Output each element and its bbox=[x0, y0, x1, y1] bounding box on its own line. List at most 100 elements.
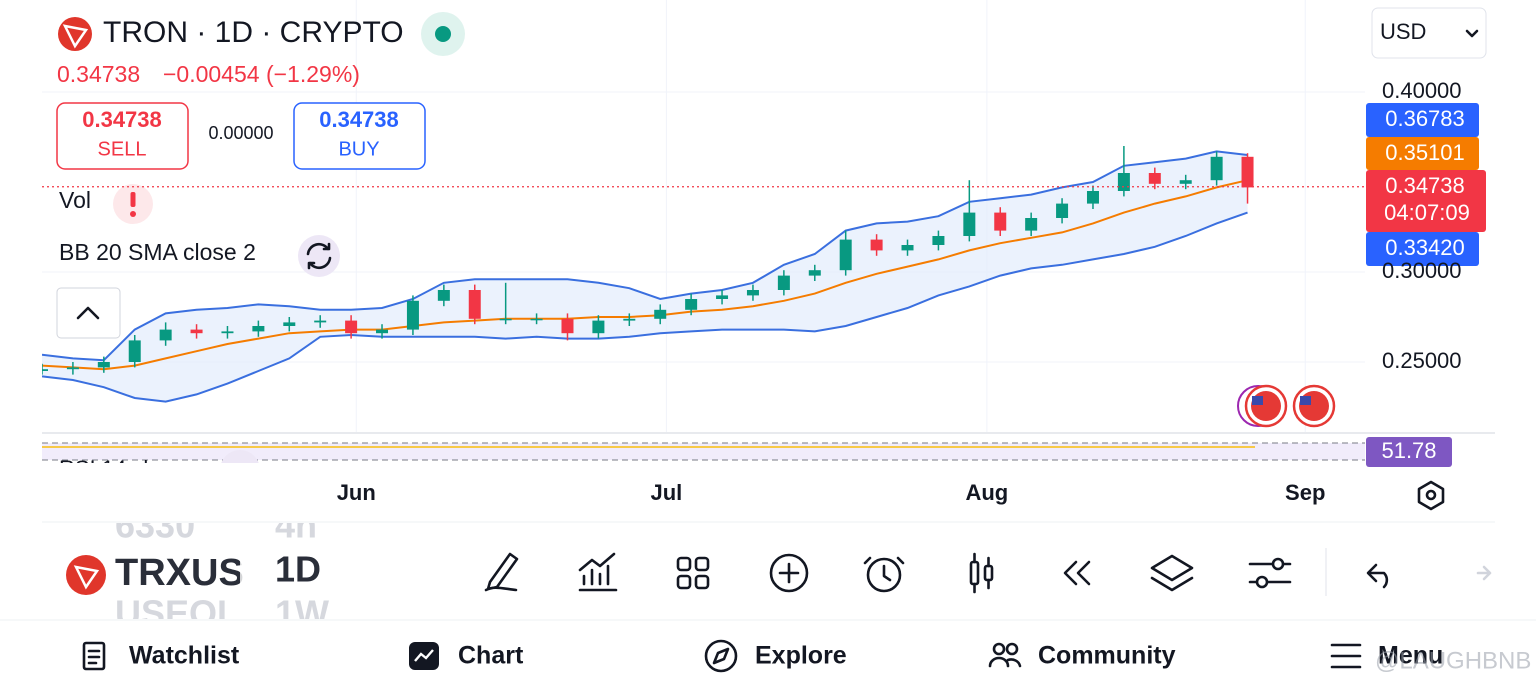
settings-tool[interactable] bbox=[1248, 557, 1292, 589]
candle-body bbox=[190, 329, 203, 334]
warning-dot bbox=[130, 211, 136, 217]
sell-price: 0.34738 bbox=[82, 107, 162, 132]
settings[interactable] bbox=[1417, 480, 1445, 511]
basis-value: 0.35101 bbox=[1385, 140, 1465, 165]
sync-arrows bbox=[306, 242, 332, 270]
symbol-picker[interactable]: 6330 4h TRXUS 1D USEOI 1W bbox=[66, 505, 329, 634]
candle-body bbox=[128, 340, 141, 362]
last-badge bbox=[1366, 170, 1486, 232]
rsi-icon bbox=[221, 450, 259, 463]
logo-mark bbox=[62, 24, 89, 49]
nav-menu[interactable]: Menu bbox=[1378, 642, 1443, 670]
buy-price: 0.34738 bbox=[319, 107, 399, 132]
watermark: @LAUGHBNB bbox=[1375, 647, 1531, 674]
candle-body bbox=[839, 239, 852, 271]
community-icon[interactable] bbox=[988, 642, 1022, 668]
plot bbox=[42, 146, 1254, 403]
candle-body bbox=[654, 309, 667, 319]
candle-body bbox=[716, 295, 729, 299]
next-symbol: USEOI bbox=[115, 593, 227, 634]
candle-body bbox=[159, 329, 172, 341]
rsi-value: 51.78 bbox=[1381, 438, 1436, 463]
alert-tool[interactable] bbox=[863, 556, 905, 593]
candle-body bbox=[994, 212, 1007, 231]
currency-select[interactable] bbox=[1371, 7, 1487, 59]
candle-body bbox=[685, 299, 698, 310]
interval: 1D bbox=[275, 549, 321, 590]
nav-explore[interactable]: Explore bbox=[755, 642, 847, 670]
currency: USD bbox=[1380, 19, 1426, 44]
symbol-logo bbox=[66, 555, 106, 595]
bb-line bbox=[42, 211, 1248, 403]
buy-button[interactable] bbox=[293, 102, 426, 170]
y-tick-label: 0.25000 bbox=[1382, 348, 1462, 373]
x-tick-label: Sep bbox=[1285, 480, 1325, 505]
fade bbox=[240, 540, 260, 610]
candle-body bbox=[932, 236, 945, 245]
prev-symbol: 6330 bbox=[115, 505, 195, 546]
band-fill bbox=[42, 151, 1248, 402]
nav-community[interactable]: Community bbox=[1038, 642, 1176, 670]
candle-body bbox=[221, 331, 234, 334]
watchlist-icon[interactable] bbox=[82, 641, 106, 671]
candle-body bbox=[42, 369, 48, 371]
rsi-badge bbox=[1366, 437, 1452, 467]
spread: 0.00000 bbox=[208, 123, 273, 143]
y-tick-label: 0.40000 bbox=[1382, 78, 1462, 103]
add-tool[interactable] bbox=[769, 553, 809, 593]
candle-body bbox=[592, 320, 605, 334]
candle-body bbox=[901, 245, 914, 251]
candle-body bbox=[1179, 180, 1192, 184]
candle-body bbox=[623, 318, 636, 321]
candle-body bbox=[1086, 191, 1099, 204]
menu-icon[interactable] bbox=[1330, 643, 1362, 669]
bb-label: BB 20 SMA close 2 bbox=[59, 239, 256, 265]
undo[interactable] bbox=[1366, 563, 1389, 589]
next-interval: 1W bbox=[275, 593, 329, 634]
draw-tool[interactable] bbox=[484, 552, 519, 592]
candle-body bbox=[283, 322, 296, 326]
replay-tool[interactable] bbox=[1063, 560, 1091, 586]
chart-icon-line bbox=[414, 649, 434, 662]
layers-tool[interactable] bbox=[1150, 554, 1194, 592]
nav-chart[interactable]: Chart bbox=[458, 642, 524, 670]
bb-icon[interactable] bbox=[298, 235, 340, 277]
collapse[interactable] bbox=[56, 287, 121, 339]
candle-body bbox=[1117, 173, 1130, 191]
nav-watchlist[interactable]: Watchlist bbox=[129, 642, 240, 670]
upper-badge bbox=[1366, 103, 1479, 137]
candle-body bbox=[1025, 218, 1038, 231]
indicators-tool[interactable] bbox=[578, 552, 618, 592]
layout-tool[interactable] bbox=[676, 556, 710, 590]
x-tick-label: Jun bbox=[337, 480, 376, 505]
sell-label: SELL bbox=[98, 138, 147, 160]
events[interactable] bbox=[1237, 384, 1336, 428]
sell-button[interactable] bbox=[56, 102, 189, 170]
candle-body bbox=[561, 318, 574, 334]
bb-line bbox=[42, 150, 1248, 362]
warning-bar bbox=[130, 192, 136, 207]
x-axis: Jun Jul Aug Sep bbox=[337, 480, 1326, 505]
chevron bbox=[1465, 29, 1479, 38]
explore-icon[interactable] bbox=[704, 639, 738, 673]
rsi-title-clip: RSI 14 close bbox=[59, 450, 259, 481]
lower-value: 0.33420 bbox=[1385, 235, 1465, 260]
redo[interactable] bbox=[1476, 565, 1492, 581]
tools bbox=[484, 552, 1492, 594]
candle-body bbox=[746, 290, 759, 296]
candle-body bbox=[437, 290, 450, 301]
candle-body bbox=[97, 362, 110, 368]
last-value: 0.34738 bbox=[1385, 173, 1465, 198]
x-tick-label: Jul bbox=[651, 480, 683, 505]
prev-interval: 4h bbox=[275, 505, 317, 546]
candle-body bbox=[314, 320, 327, 323]
candle-body bbox=[345, 320, 358, 334]
candle-body bbox=[1056, 203, 1069, 218]
candle-tool[interactable] bbox=[969, 552, 994, 594]
candle-body bbox=[66, 367, 79, 370]
settings-dot bbox=[1425, 489, 1437, 501]
candle-body bbox=[499, 318, 512, 321]
nav: Watchlist Chart Explore Community Menu @… bbox=[82, 639, 1531, 674]
rsi-label: RSI 14 close bbox=[59, 456, 184, 481]
